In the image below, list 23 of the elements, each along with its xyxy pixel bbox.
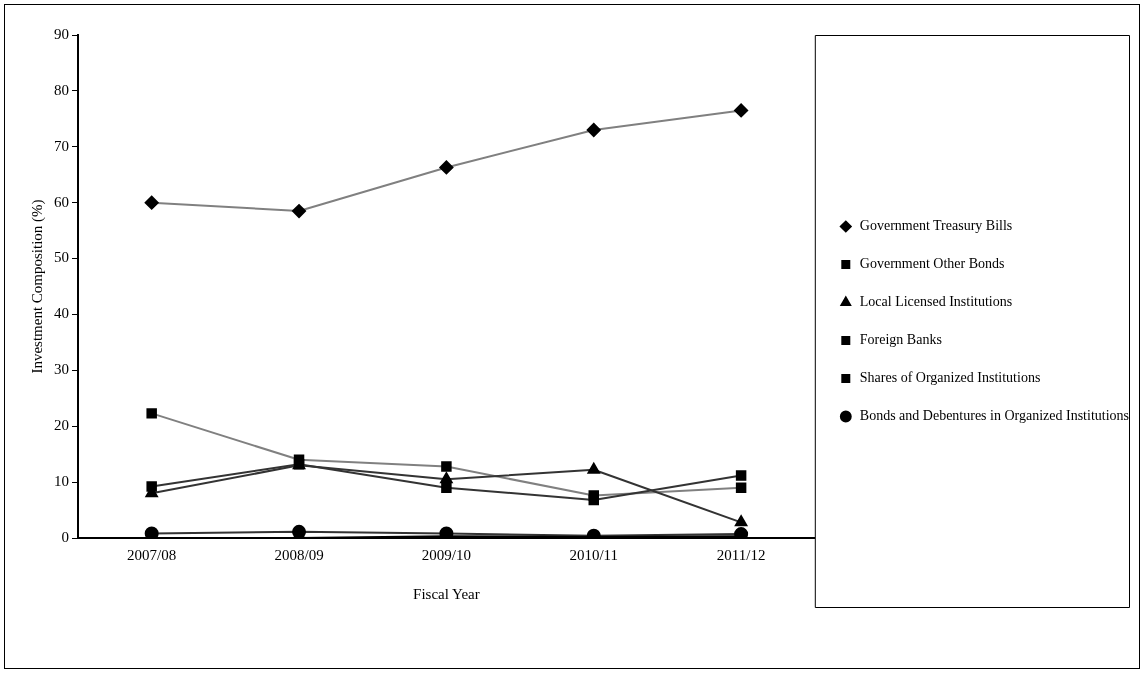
y-axis-title: Investment Composition (%) [28, 199, 46, 374]
x-tick-label: 2007/08 [127, 546, 177, 563]
legend-label: Foreign Banks [859, 332, 942, 348]
y-tick-label: 0 [61, 528, 69, 545]
legend-label: Government Other Bonds [859, 256, 1005, 272]
y-tick-label: 30 [54, 361, 69, 378]
y-tick-label: 80 [54, 81, 69, 98]
x-tick-label: 2011/12 [716, 546, 766, 563]
y-tick-label: 90 [54, 25, 69, 42]
legend-label: Government Treasury Bills [859, 218, 1013, 234]
x-tick-label: 2008/09 [274, 546, 324, 563]
legend-label: Local Licensed Institutions [859, 294, 1013, 310]
legend-label: Shares of Organized Institutions [859, 370, 1041, 386]
y-tick-label: 70 [54, 137, 69, 154]
x-axis-title: Fiscal Year [413, 585, 480, 602]
x-tick-label: 2010/11 [569, 546, 619, 563]
legend-label: Bonds and Debentures in Organized Institutions [859, 408, 1129, 424]
y-tick-label: 20 [54, 417, 69, 434]
y-tick-label: 50 [54, 249, 69, 266]
y-tick-label: 40 [54, 305, 69, 322]
x-tick-label: 2009/10 [421, 546, 471, 563]
y-tick-label: 60 [54, 193, 69, 210]
y-tick-label: 10 [54, 473, 69, 490]
